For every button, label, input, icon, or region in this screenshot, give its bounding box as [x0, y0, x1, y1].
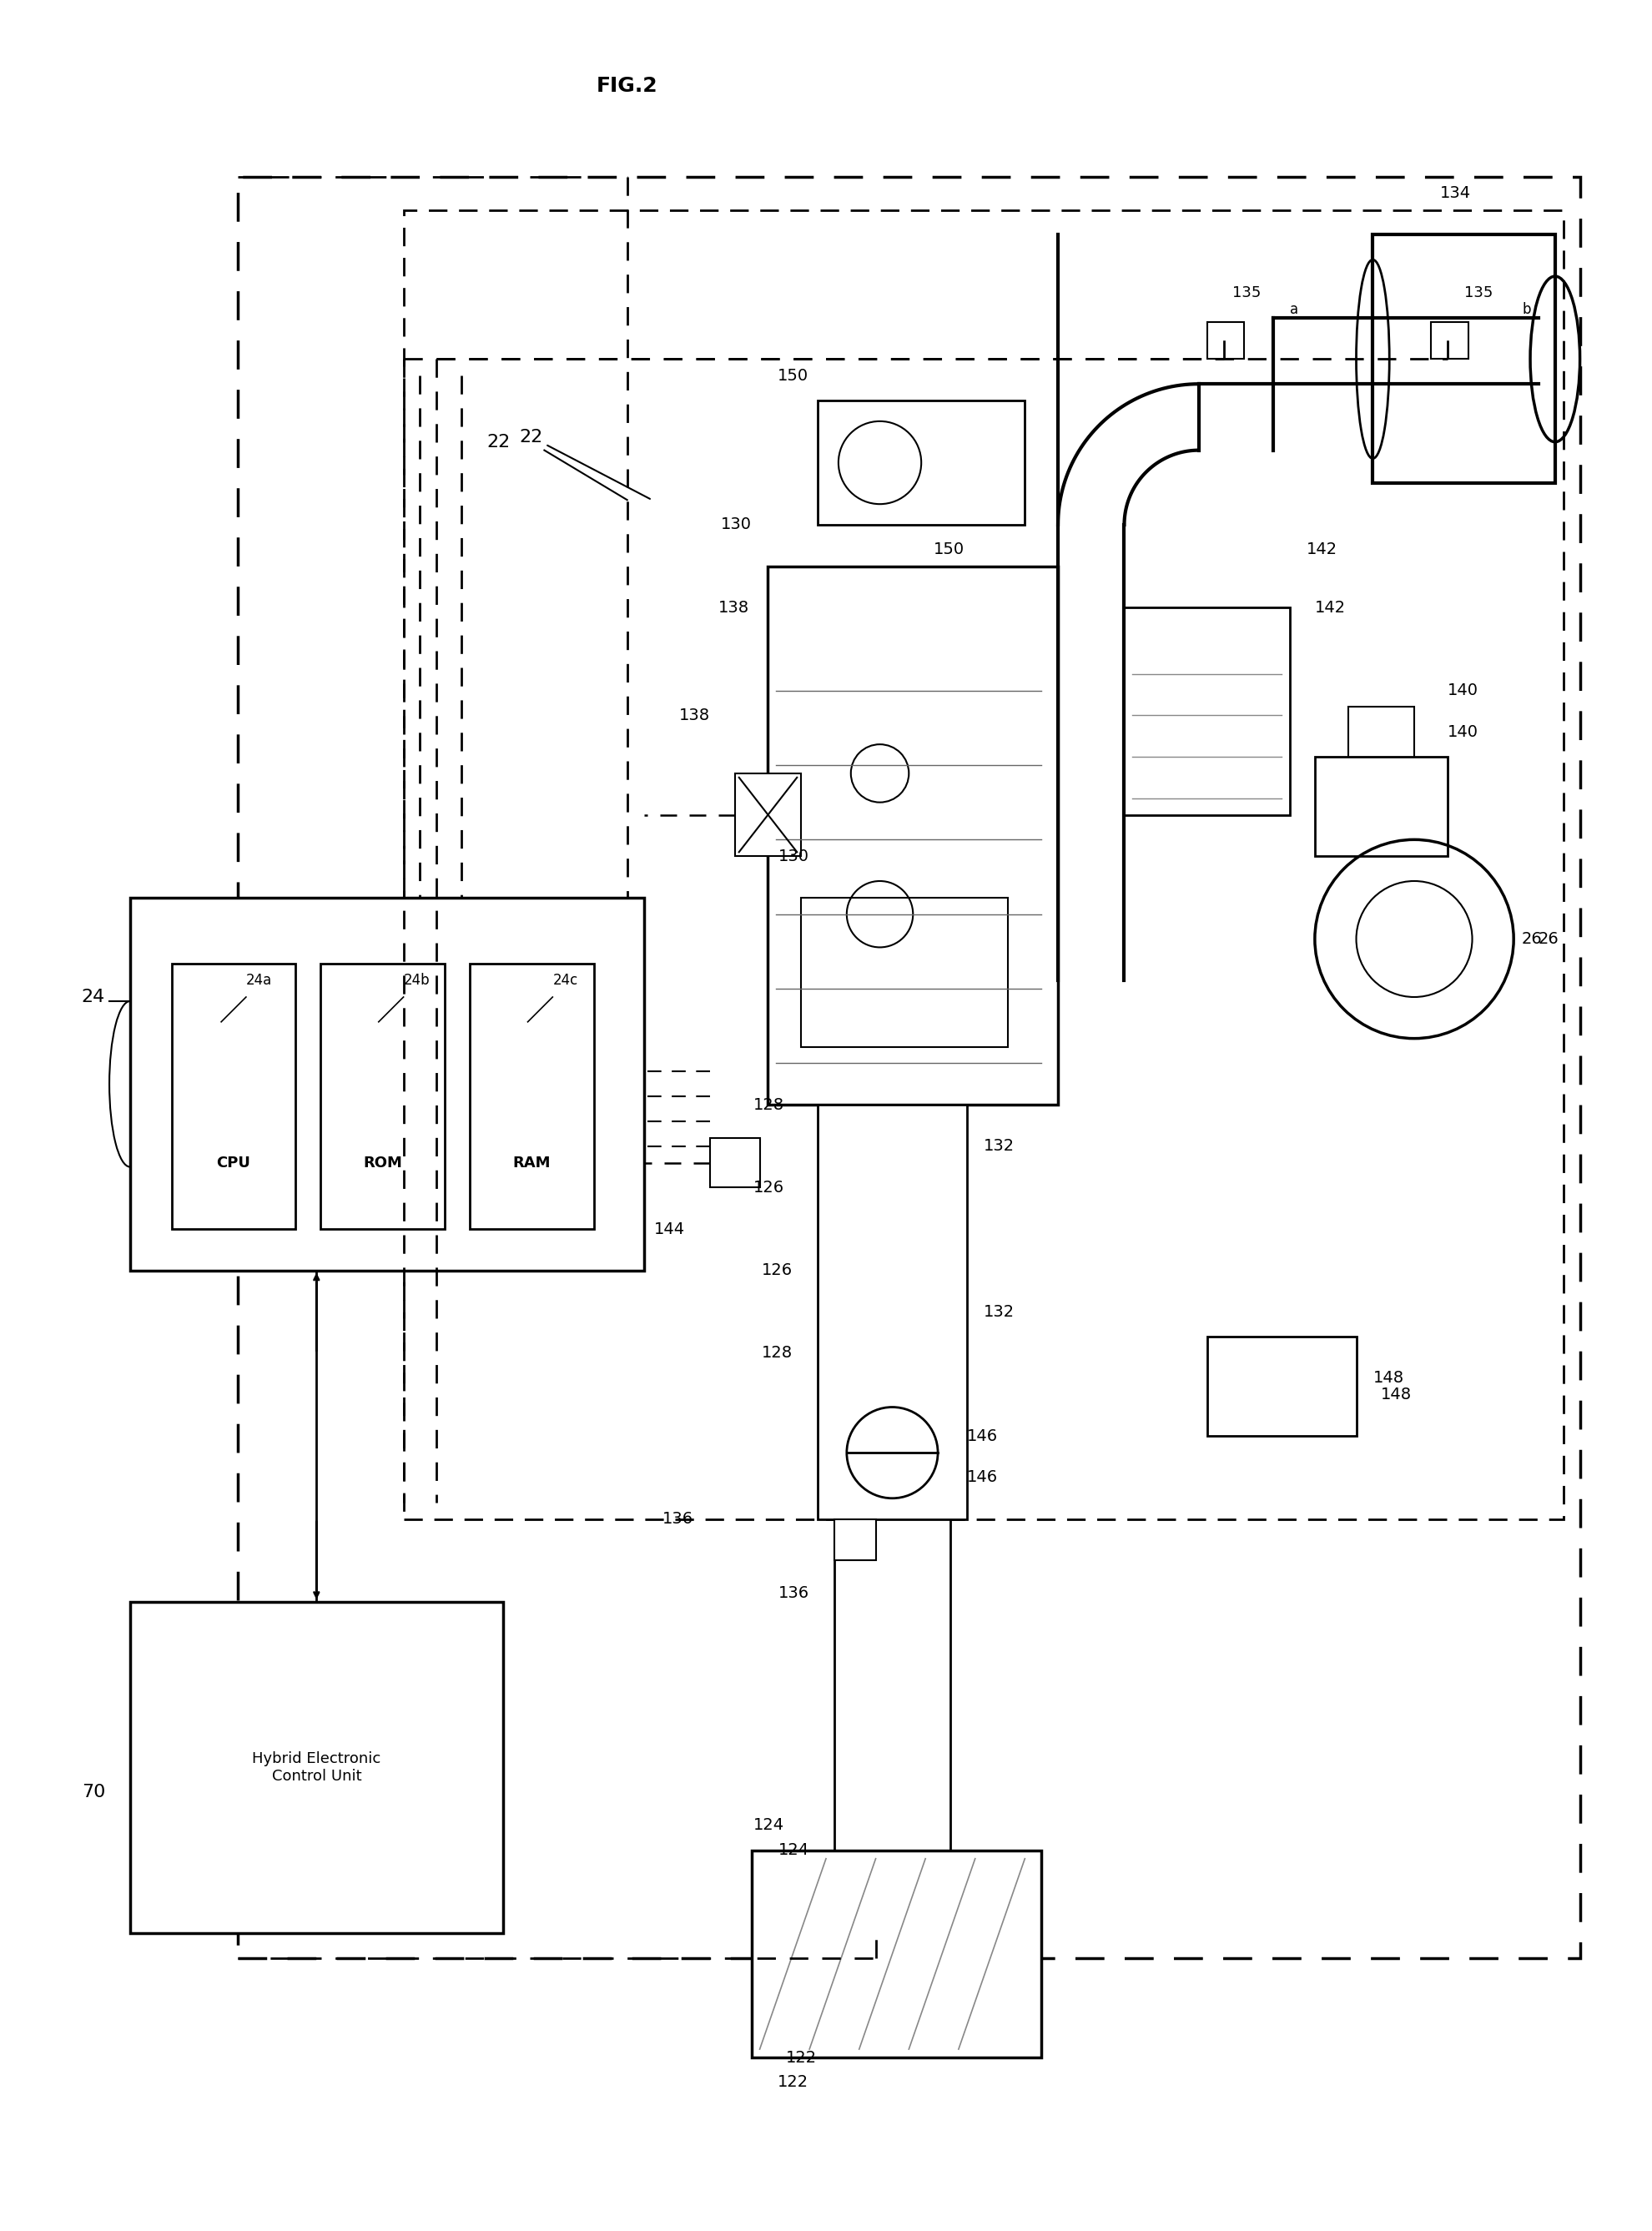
Text: 26: 26 — [1538, 930, 1558, 946]
Bar — [735, 774, 801, 857]
Bar — [320, 964, 444, 1229]
Text: b: b — [1521, 301, 1530, 317]
Bar — [818, 1104, 966, 1519]
Text: 122: 122 — [785, 2050, 816, 2066]
Bar — [131, 1602, 502, 1934]
Text: 122: 122 — [776, 2075, 808, 2090]
Text: 142: 142 — [1305, 542, 1336, 558]
Bar — [801, 897, 1008, 1046]
Text: 130: 130 — [778, 848, 809, 863]
Bar — [1206, 321, 1244, 359]
Text: 124: 124 — [753, 1818, 785, 1834]
Bar — [1206, 1336, 1356, 1437]
Text: 142: 142 — [1313, 600, 1345, 616]
Text: 148: 148 — [1381, 1388, 1411, 1403]
Text: 126: 126 — [753, 1180, 785, 1196]
Text: CPU: CPU — [216, 1156, 251, 1171]
Bar — [768, 567, 1057, 1104]
Text: 132: 132 — [983, 1303, 1014, 1321]
Bar — [1348, 707, 1414, 774]
Text: 148: 148 — [1373, 1370, 1403, 1385]
Text: ROM: ROM — [363, 1156, 401, 1171]
Text: 128: 128 — [762, 1345, 793, 1361]
Text: 134: 134 — [1439, 185, 1470, 201]
Text: 150: 150 — [776, 368, 808, 384]
Bar — [818, 402, 1024, 524]
Bar — [834, 1452, 950, 1908]
Text: 138: 138 — [679, 707, 710, 723]
Bar — [1123, 607, 1289, 814]
Text: 124: 124 — [778, 1843, 809, 1858]
Bar — [403, 210, 1563, 1519]
Text: 24a: 24a — [246, 973, 273, 988]
Text: 126: 126 — [762, 1263, 793, 1278]
Text: Hybrid Electronic
Control Unit: Hybrid Electronic Control Unit — [253, 1751, 380, 1785]
Text: 138: 138 — [719, 600, 748, 616]
Bar — [1313, 756, 1447, 857]
Bar — [834, 1519, 876, 1559]
Bar — [172, 964, 296, 1229]
Text: 135: 135 — [1231, 286, 1260, 301]
Bar — [1431, 321, 1467, 359]
Text: 140: 140 — [1447, 725, 1477, 741]
Text: 22: 22 — [519, 428, 649, 500]
Text: a: a — [1289, 301, 1298, 317]
Text: FIG.2: FIG.2 — [596, 76, 657, 96]
Text: 132: 132 — [983, 1138, 1014, 1153]
Text: 130: 130 — [720, 518, 752, 533]
Text: 128: 128 — [753, 1098, 785, 1113]
Text: 135: 135 — [1464, 286, 1492, 301]
Text: 146: 146 — [966, 1428, 998, 1443]
Text: 136: 136 — [662, 1510, 694, 1526]
Text: 24c: 24c — [552, 973, 578, 988]
Text: 24: 24 — [81, 988, 106, 1006]
Text: 26: 26 — [1521, 930, 1541, 946]
Bar — [1373, 234, 1555, 484]
Bar — [710, 1138, 760, 1187]
Bar — [131, 897, 643, 1269]
Text: 22: 22 — [486, 433, 509, 451]
Text: 146: 146 — [966, 1470, 998, 1486]
Text: 24b: 24b — [403, 973, 430, 988]
Bar — [752, 1849, 1041, 2057]
Text: 144: 144 — [654, 1220, 686, 1236]
Bar — [238, 176, 1579, 1959]
Text: 136: 136 — [778, 1586, 809, 1602]
Text: 140: 140 — [1447, 683, 1477, 698]
Text: RAM: RAM — [512, 1156, 550, 1171]
Text: 150: 150 — [933, 542, 965, 558]
Bar — [469, 964, 593, 1229]
Text: 70: 70 — [81, 1785, 106, 1800]
